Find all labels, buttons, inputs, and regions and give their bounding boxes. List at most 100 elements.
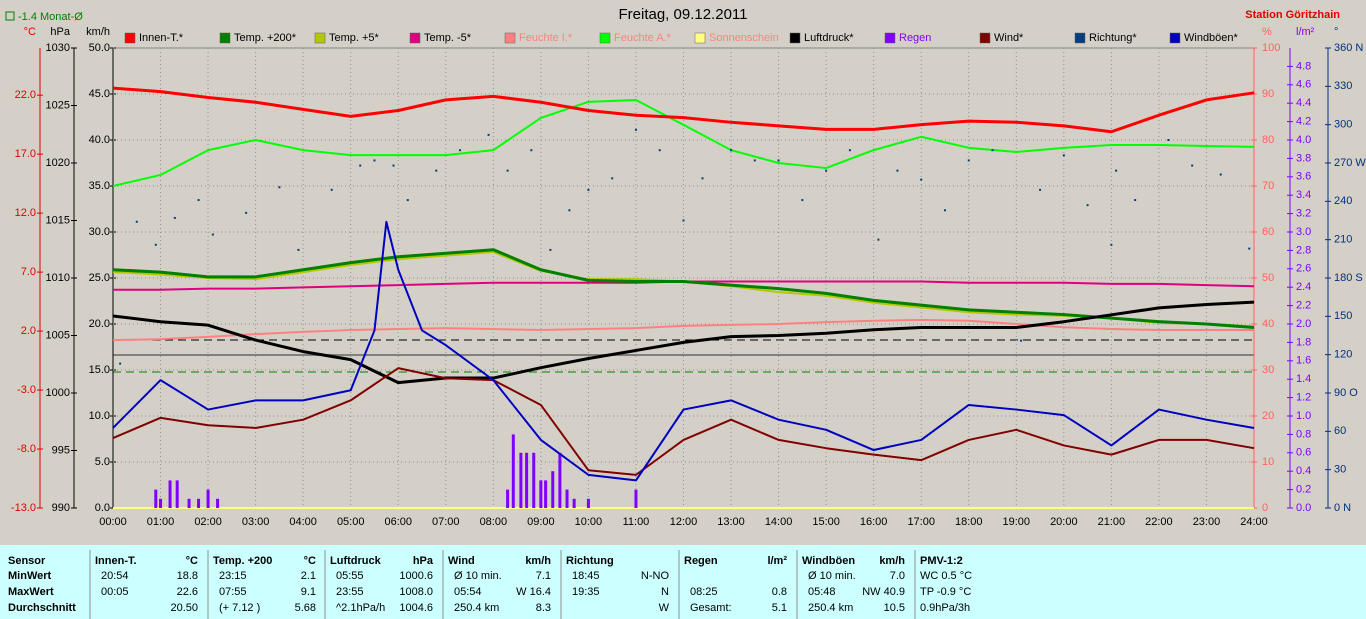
direction-dot xyxy=(487,133,490,136)
legend-label: Wind* xyxy=(994,32,1024,44)
y-tick-label: 0.4 xyxy=(1296,465,1311,477)
legend-label: Sonnenschein xyxy=(709,32,779,44)
table-cell: 1008.0 xyxy=(399,586,433,598)
y-tick-label: 1.4 xyxy=(1296,373,1311,385)
y-tick-label: 10 xyxy=(1262,456,1274,468)
direction-dot xyxy=(1039,188,1042,191)
table-cell: 08:25 xyxy=(690,586,718,598)
table-cell: W xyxy=(659,602,670,614)
direction-dot xyxy=(943,209,946,212)
group-header: Innen-T. xyxy=(95,555,137,567)
direction-dot xyxy=(682,219,685,222)
direction-dot xyxy=(611,177,614,180)
x-tick-label: 02:00 xyxy=(194,516,222,528)
legend-swatch xyxy=(694,32,706,44)
direction-dot xyxy=(634,128,637,131)
rain-bar xyxy=(586,498,590,508)
y-tick-label: 2.0 xyxy=(21,325,36,337)
x-tick-label: 22:00 xyxy=(1145,516,1173,528)
direction-dot xyxy=(359,164,362,167)
y-tick-label: 1025 xyxy=(46,99,70,111)
table-cell: TP -0.9 °C xyxy=(920,586,971,598)
y-tick-label: 270 W xyxy=(1334,157,1366,169)
y-tick-label: 22.0 xyxy=(15,89,36,101)
y-tick-label: 1.2 xyxy=(1296,392,1311,404)
rain-bar xyxy=(532,452,536,508)
table-cell: 7.1 xyxy=(536,570,551,582)
series-line xyxy=(112,86,1255,134)
direction-dot xyxy=(530,149,533,152)
y-tick-label: 50 xyxy=(1262,272,1274,284)
rain-bar xyxy=(187,498,191,508)
direction-dot xyxy=(753,159,756,162)
legend-label: Temp. +200* xyxy=(234,32,297,44)
rain-bar xyxy=(558,452,562,508)
group-unit: km/h xyxy=(879,555,905,567)
direction-dot xyxy=(877,238,880,241)
y-tick-label: 0.2 xyxy=(1296,484,1311,496)
y-tick-label: 1020 xyxy=(46,157,70,169)
direction-dot xyxy=(297,248,300,251)
y-tick-label: 3.0 xyxy=(1296,226,1311,238)
y-tick-label: 17.0 xyxy=(15,148,36,160)
y-tick-label: 4.0 xyxy=(1296,134,1311,146)
y-tick-label: -8.0 xyxy=(17,443,36,455)
direction-dot xyxy=(392,164,395,167)
rain-bar xyxy=(511,434,515,508)
rain-bar xyxy=(175,480,179,508)
month-note: -1.4 Monat-Ø xyxy=(18,11,83,23)
y-tick-label: 50.0 xyxy=(89,42,110,54)
rain-bar xyxy=(216,498,220,508)
table-cell: 7.0 xyxy=(890,570,905,582)
legend-label: Regen xyxy=(899,32,931,44)
group-header: Regen xyxy=(684,555,718,567)
rain-bar xyxy=(159,498,163,508)
table-cell: 19:35 xyxy=(572,586,600,598)
y-tick-label: 4.8 xyxy=(1296,60,1311,72)
y-tick-label: 1010 xyxy=(46,272,70,284)
y-tick-label: 4.4 xyxy=(1296,97,1311,109)
y-tick-label: 990 xyxy=(52,502,70,514)
y-tick-label: 20 xyxy=(1262,410,1274,422)
table-cell: 22.6 xyxy=(177,586,198,598)
direction-dot xyxy=(119,362,122,365)
legend-label: Feuchte A.* xyxy=(614,32,672,44)
y-tick-label: 1015 xyxy=(46,214,70,226)
legend-swatch xyxy=(1074,32,1086,44)
direction-dot xyxy=(435,169,438,172)
direction-dot xyxy=(135,220,138,223)
direction-dot xyxy=(1167,139,1170,141)
y-tick-label: 4.6 xyxy=(1296,79,1311,91)
table-cell: 0.8 xyxy=(772,586,787,598)
legend-label: Luftdruck* xyxy=(804,32,854,44)
y-tick-label: 30.0 xyxy=(89,226,110,238)
rain-bar xyxy=(519,452,523,508)
rain-bar xyxy=(525,452,529,508)
x-tick-label: 24:00 xyxy=(1240,516,1268,528)
direction-dot xyxy=(1219,173,1222,176)
table-cell: 10.5 xyxy=(884,602,905,614)
group-header: Windböen xyxy=(802,555,855,567)
x-tick-label: 06:00 xyxy=(384,516,412,528)
station: Station Göritzhain xyxy=(1245,9,1340,21)
direction-dot xyxy=(777,159,780,162)
direction-dot xyxy=(1086,204,1089,207)
legend-label: Temp. -5* xyxy=(424,32,472,44)
group-header: Wind xyxy=(448,555,475,567)
x-tick-label: 17:00 xyxy=(907,516,935,528)
direction-dot xyxy=(701,177,704,180)
rain-bar xyxy=(544,480,548,508)
series-line xyxy=(112,300,1255,385)
x-tick-label: 10:00 xyxy=(575,516,603,528)
direction-dot xyxy=(330,188,333,191)
y-tick-label: 360 N xyxy=(1334,42,1363,54)
table-cell: ^2.1hPa/h xyxy=(336,602,385,614)
x-tick-label: 08:00 xyxy=(480,516,508,528)
y-tick-label: 995 xyxy=(52,444,70,456)
rain-bar xyxy=(572,498,576,508)
y-tick-label: 0.0 xyxy=(95,502,110,514)
y-tick-label: 30 xyxy=(1262,364,1274,376)
y-tick-label: 4.2 xyxy=(1296,116,1311,128)
rain-bar xyxy=(154,489,158,508)
group-unit: km/h xyxy=(525,555,551,567)
